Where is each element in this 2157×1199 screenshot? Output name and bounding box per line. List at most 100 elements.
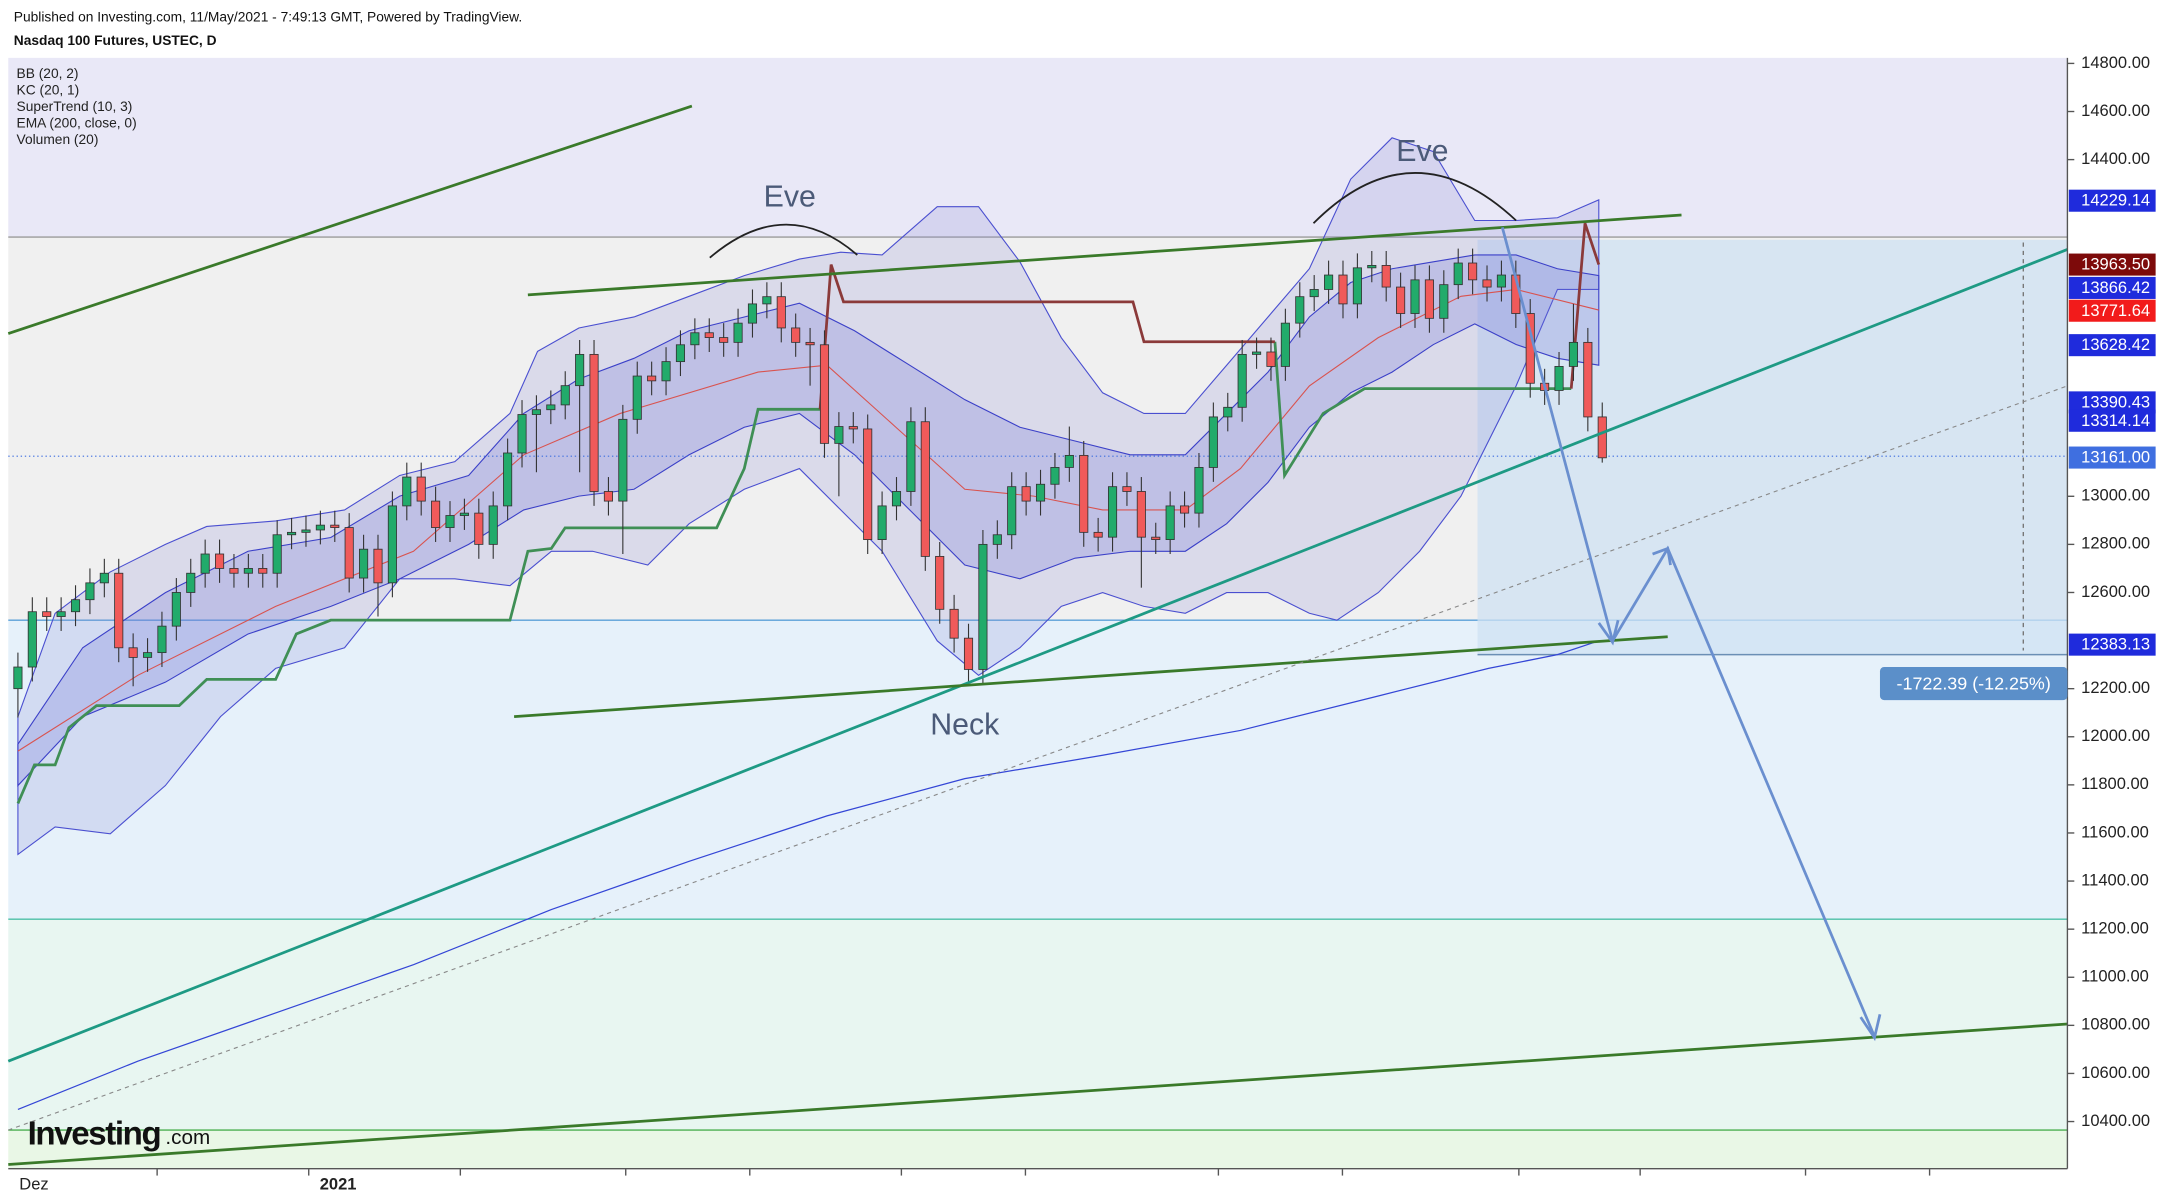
candle-body — [142, 652, 153, 658]
candle-body — [1597, 416, 1607, 459]
candle-body — [1496, 274, 1506, 288]
candle-body — [1007, 486, 1017, 536]
candle-body — [1237, 353, 1247, 408]
zone — [8, 1130, 2068, 1169]
candle-body — [863, 428, 873, 540]
supertrend-up — [1273, 341, 1572, 480]
candle-body — [1367, 265, 1377, 269]
candle-body — [99, 572, 109, 584]
candle-body — [488, 505, 498, 545]
candle-body — [1468, 262, 1478, 281]
indicator: KC (20, 1) — [17, 83, 80, 98]
candle-body — [215, 553, 225, 569]
y-tick-label: 11400.00 — [2081, 870, 2149, 889]
candle-body — [13, 666, 23, 690]
candle-body — [675, 344, 686, 363]
logo: Investing — [28, 1115, 161, 1152]
projection-arrow — [1500, 227, 1876, 1037]
measure-box — [1477, 239, 2068, 655]
y-tick-label: 14600.00 — [2081, 101, 2150, 120]
y-tick-label: 12200.00 — [2081, 678, 2150, 697]
price-tag-label: 13161.00 — [2081, 448, 2150, 467]
candle-body — [978, 543, 988, 670]
price-tag — [2068, 334, 2156, 357]
trend-line — [8, 385, 2068, 1131]
price-tag-label: 14229.14 — [2081, 191, 2150, 210]
candle-body — [906, 421, 916, 492]
logo-suffix: .com — [165, 1126, 210, 1149]
candle-body — [171, 592, 181, 627]
candle-body — [531, 409, 541, 415]
published-note: Published on Investing.com, 11/May/2021 … — [14, 10, 522, 25]
candle-body — [733, 322, 743, 343]
price-tag — [2068, 299, 2156, 322]
candle-body — [1064, 454, 1074, 468]
indicator: Volumen (20) — [17, 132, 99, 147]
candle-body — [589, 353, 599, 492]
price-tag — [2068, 276, 2156, 299]
candle-body — [416, 476, 426, 502]
y-tick-label: 14400.00 — [2081, 149, 2150, 168]
candle-body — [431, 500, 441, 528]
candle-body — [819, 344, 830, 444]
candle-body — [747, 303, 758, 324]
candle-body — [459, 512, 469, 516]
ema-line — [17, 640, 1599, 1110]
supertrend-down — [818, 264, 1275, 410]
trend-line — [7, 104, 693, 335]
candle-body — [1280, 322, 1290, 367]
candle-body — [387, 505, 397, 584]
candle-body — [56, 611, 66, 617]
candle-body — [1410, 279, 1420, 314]
y-tick-label: 11000.00 — [2081, 967, 2149, 986]
price-tag — [2068, 409, 2156, 432]
price-tag — [2068, 189, 2156, 212]
candle-body — [1439, 284, 1449, 319]
y-tick-label: 12000.00 — [2081, 726, 2150, 745]
chart-title: Nasdaq 100 Futures, USTEC, D — [14, 33, 217, 48]
candle-body — [1352, 267, 1362, 305]
x-tick-label: Dez — [19, 1175, 48, 1194]
candle-body — [891, 491, 902, 507]
candle-body — [27, 611, 37, 668]
moving-average — [17, 288, 1599, 752]
price-tag-label: 13390.43 — [2081, 392, 2150, 411]
candle-body — [1050, 467, 1060, 485]
y-tick-label: 10800.00 — [2081, 1015, 2150, 1034]
y-tick-label: 11600.00 — [2081, 822, 2149, 841]
candle-body — [690, 332, 700, 346]
candle-body — [935, 555, 945, 610]
price-tag — [2068, 446, 2156, 469]
candle-body — [1295, 296, 1305, 324]
candle-body — [1093, 531, 1103, 538]
candle-body — [560, 385, 570, 406]
candle-body — [1107, 486, 1118, 538]
candle-body — [1151, 536, 1161, 540]
candle-body — [805, 341, 815, 346]
candle-body — [719, 337, 729, 343]
candle-body — [603, 491, 613, 502]
candle-body — [704, 332, 714, 338]
candle-body — [1194, 467, 1204, 514]
price-tag — [2068, 253, 2156, 276]
candle-body — [920, 421, 930, 557]
candle-body — [1223, 406, 1233, 418]
candle-body — [1424, 279, 1434, 319]
zone — [8, 620, 2068, 920]
trend-line — [527, 213, 1682, 297]
candle-body — [1554, 366, 1564, 391]
candle-body — [243, 568, 253, 574]
candle-body — [1266, 351, 1276, 367]
candle-body — [200, 553, 210, 574]
candle-body — [85, 582, 95, 601]
candle-body — [503, 452, 513, 507]
candle-body — [1079, 454, 1089, 533]
annotation: Eve — [764, 180, 816, 213]
price-tag-label: 13866.42 — [2081, 278, 2150, 297]
price-tag-label: 13771.64 — [2081, 301, 2150, 320]
candle-body — [301, 529, 311, 533]
candle-body — [661, 361, 671, 382]
candle-body — [128, 647, 138, 658]
price-tag-label: 13963.50 — [2081, 255, 2150, 274]
